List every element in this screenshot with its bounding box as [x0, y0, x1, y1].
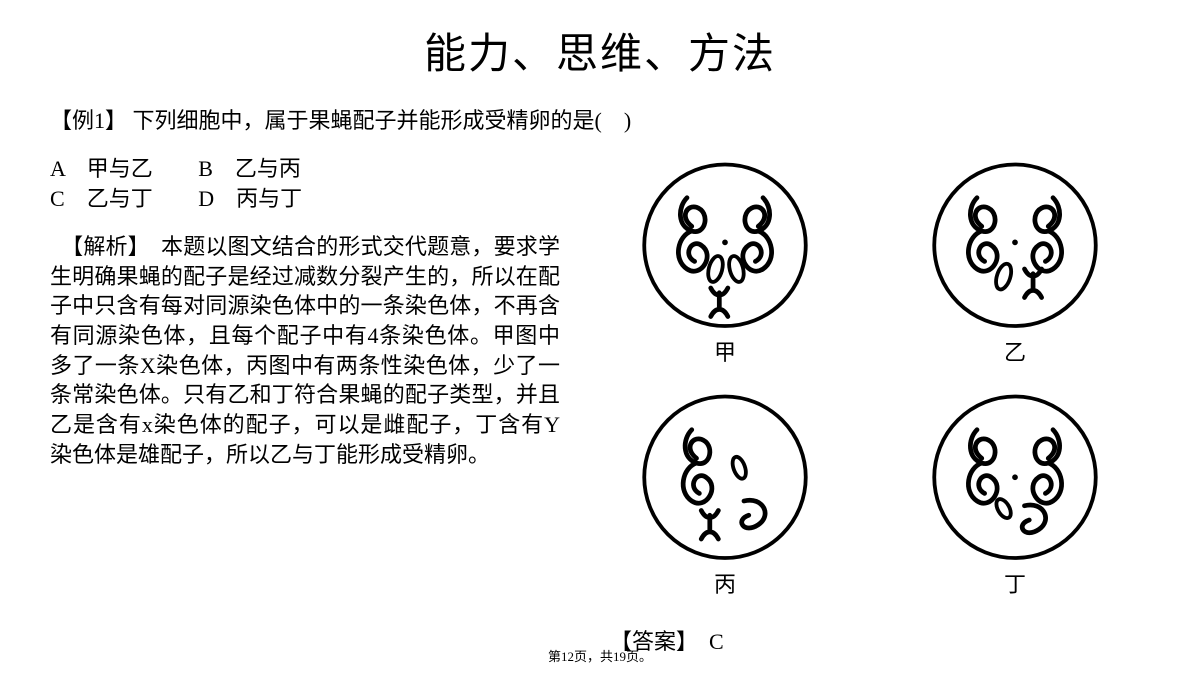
answer-section: 【答案】 C — [610, 624, 1150, 656]
cell-ding-svg — [905, 387, 1125, 577]
content-wrapper: A 甲与乙 B 乙与丙 C 乙与丁 D 丙与丁 【解析】 本题以图文结合的形式交… — [50, 155, 1150, 656]
label-bing: 丙 — [714, 567, 736, 599]
question-line: 【例1】 下列细胞中，属于果蝇配子并能形成受精卵的是( ) — [50, 106, 1150, 137]
cell-yi-svg — [905, 155, 1125, 345]
question-text: 下列细胞中，属于果蝇配子并能形成受精卵的是( ) — [133, 108, 632, 133]
page-title: 能力、思维、方法 — [50, 20, 1150, 81]
option-d-text: 丙与丁 — [236, 186, 302, 211]
cell-bing-svg — [615, 387, 835, 577]
label-yi: 乙 — [1004, 335, 1026, 367]
label-ding: 丁 — [1004, 567, 1026, 599]
diagram-yi: 乙 — [880, 155, 1150, 367]
option-c: C 乙与丁 — [50, 185, 153, 214]
diagram-ding: 丁 — [880, 387, 1150, 599]
option-b-text: 乙与丙 — [235, 156, 301, 181]
diagrams-grid: 甲 乙 — [590, 155, 1150, 599]
cell-jia-svg — [615, 155, 835, 345]
answer-value: C — [709, 629, 724, 654]
question-label: 【例1】 — [50, 108, 127, 133]
explanation-label: 【解析】 — [72, 234, 139, 259]
right-column: 甲 乙 — [590, 155, 1150, 656]
diagram-jia: 甲 — [590, 155, 860, 367]
option-a: A 甲与乙 — [50, 155, 153, 184]
left-column: A 甲与乙 B 乙与丙 C 乙与丁 D 丙与丁 【解析】 本题以图文结合的形式交… — [50, 155, 560, 656]
diagram-bing: 丙 — [590, 387, 860, 599]
options-row-2: C 乙与丁 D 丙与丁 — [50, 185, 560, 214]
option-b: B 乙与丙 — [198, 155, 301, 184]
label-jia: 甲 — [714, 335, 736, 367]
explanation-text: 本题以图文结合的形式交代题意，要求学生明确果蝇的配子是经过减数分裂产生的，所以在… — [50, 234, 560, 467]
options-row-1: A 甲与乙 B 乙与丙 — [50, 155, 560, 184]
option-c-text: 乙与丁 — [87, 186, 153, 211]
option-d: D 丙与丁 — [198, 185, 302, 214]
page-footer: 第12页，共19页。 — [548, 646, 652, 665]
option-a-text: 甲与乙 — [87, 156, 153, 181]
explanation-block: 【解析】 本题以图文结合的形式交代题意，要求学生明确果蝇的配子是经过减数分裂产生… — [50, 232, 560, 470]
